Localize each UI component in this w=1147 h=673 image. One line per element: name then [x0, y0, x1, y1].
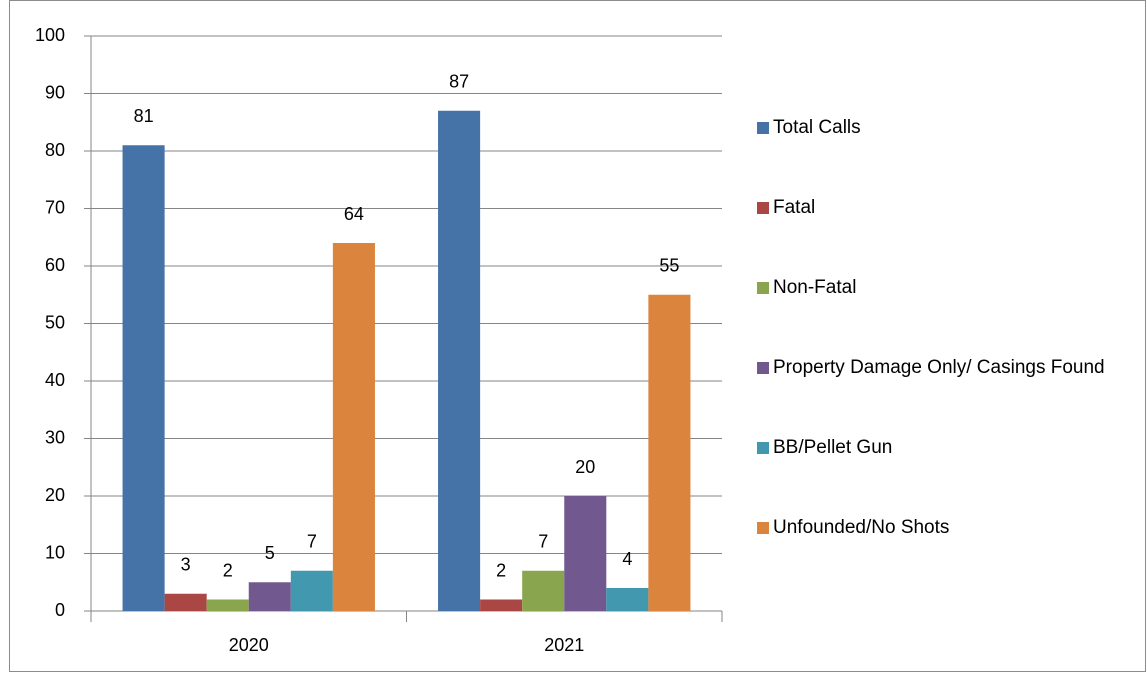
y-tick-label: 70	[45, 197, 65, 217]
data-label: 2	[496, 560, 506, 580]
legend-item: Non-Fatal	[757, 272, 856, 303]
data-label: 55	[659, 256, 679, 276]
legend-item: Total Calls	[757, 112, 861, 143]
y-tick-label: 60	[45, 255, 65, 275]
bar	[606, 588, 649, 611]
legend-swatch	[757, 361, 769, 374]
data-label: 3	[181, 555, 191, 575]
x-tick-label: 2020	[229, 635, 269, 655]
bar	[480, 599, 523, 611]
legend-item: Unfounded/No Shots	[757, 512, 949, 543]
y-tick-label: 90	[45, 82, 65, 102]
legend-label: Total Calls	[773, 116, 861, 138]
legend-label: Fatal	[773, 196, 816, 218]
bar	[164, 593, 207, 611]
data-label: 20	[575, 457, 595, 477]
bar	[122, 145, 165, 611]
legend-item: Property Damage Only/ Casings Found	[757, 352, 1105, 383]
y-tick-label: 0	[55, 600, 65, 620]
bar	[438, 110, 481, 611]
legend-swatch	[757, 121, 769, 134]
y-tick-label: 50	[45, 312, 65, 332]
x-tick-label: 2021	[544, 635, 584, 655]
y-tick-label: 20	[45, 485, 65, 505]
legend-item: Fatal	[757, 192, 815, 223]
data-label: 5	[265, 543, 275, 563]
data-label: 2	[223, 560, 233, 580]
legend-swatch	[757, 281, 769, 294]
bar	[522, 570, 565, 611]
y-tick-label: 40	[45, 370, 65, 390]
data-label: 7	[307, 532, 317, 552]
data-label: 81	[134, 106, 154, 126]
legend-label: Unfounded/No Shots	[773, 516, 950, 538]
y-tick-label: 100	[35, 25, 65, 45]
legend-swatch	[757, 441, 769, 454]
legend-label: Non-Fatal	[773, 276, 857, 298]
data-label: 7	[538, 532, 548, 552]
bar	[564, 496, 607, 611]
legend-label: Property Damage Only/ Casings Found	[773, 356, 1105, 378]
legend-swatch	[757, 521, 769, 534]
data-label: 4	[622, 549, 632, 569]
y-tick-label: 10	[45, 542, 65, 562]
data-label: 87	[449, 72, 469, 92]
chart-border	[9, 0, 1146, 672]
bar	[206, 599, 249, 611]
legend-swatch	[757, 201, 769, 214]
legend-item: BB/Pellet Gun	[757, 432, 892, 463]
bar	[248, 582, 291, 611]
y-tick-label: 30	[45, 427, 65, 447]
legend-label: BB/Pellet Gun	[773, 436, 893, 458]
bar	[290, 570, 333, 611]
y-tick-label: 80	[45, 140, 65, 160]
bar	[648, 294, 691, 611]
bar	[332, 243, 375, 611]
data-label: 64	[344, 204, 364, 224]
